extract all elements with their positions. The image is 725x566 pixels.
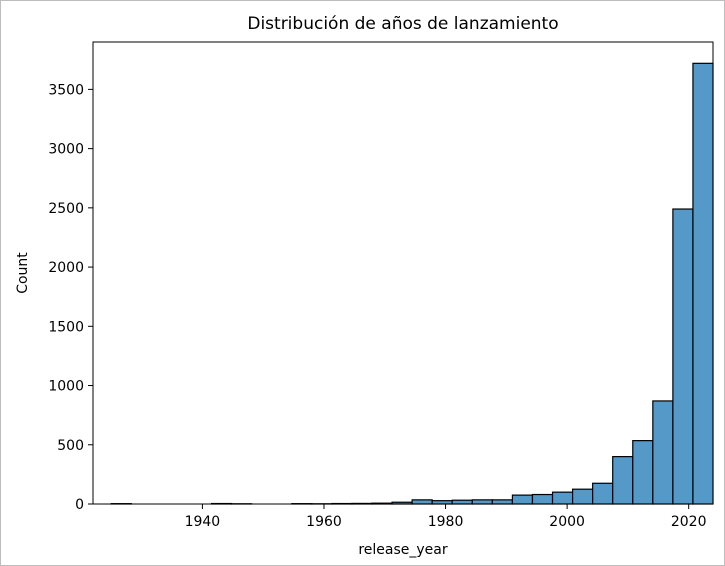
y-tick-label-6: 3000 [48,142,84,158]
y-axis-label: Count [15,252,31,294]
histogram-bar-23 [571,488,594,505]
plot-area-frame [92,41,714,505]
histogram-bar-18 [471,499,493,505]
x-ticks: 1940 1960 1980 2000 2020 [185,504,707,530]
y-tick-label-2: 1000 [48,379,84,395]
histogram-bar-29 [692,62,714,505]
x-tick-label-4: 2020 [671,514,707,530]
x-axis-label: release_year [358,542,448,558]
chart-title: Distribución de años de lanzamiento [247,14,558,34]
x-tick-label-1: 1960 [306,514,342,530]
y-tick-label-0: 0 [75,497,84,513]
histogram-bar-28 [672,208,694,505]
x-tick-label-3: 2000 [549,514,585,530]
y-tick-label-1: 500 [57,438,84,454]
y-tick-label-3: 1500 [48,319,84,335]
histogram-bar-20 [511,494,534,505]
x-tick-label-2: 1980 [428,514,464,530]
histogram-bar-25 [612,456,634,505]
histogram-bar-21 [531,493,554,505]
bars-group [110,62,714,505]
y-tick-label-4: 2000 [48,260,84,276]
histogram-bar-19 [491,499,514,505]
histogram-bar-24 [592,482,614,505]
histogram-bar-22 [551,491,574,505]
x-tick-label-0: 1940 [185,514,221,530]
histogram-bar-26 [632,440,654,505]
histogram-bar-17 [451,499,473,505]
y-tick-label-7: 3500 [48,82,84,98]
y-ticks: 0 500 1000 1500 2000 2500 3000 3500 [48,82,93,513]
histogram-bar-15 [411,499,433,505]
y-tick-label-5: 2500 [48,201,84,217]
histogram-bar-27 [652,400,674,505]
